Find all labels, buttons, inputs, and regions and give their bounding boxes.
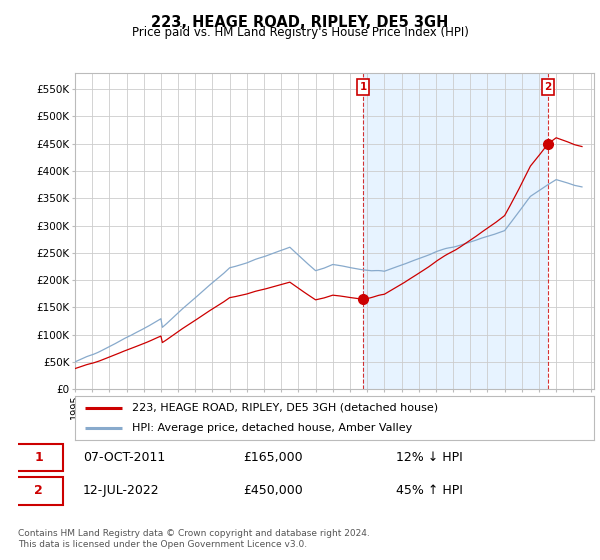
Text: 07-OCT-2011: 07-OCT-2011 bbox=[83, 451, 165, 464]
Bar bbox=[363, 73, 548, 389]
Text: 45% ↑ HPI: 45% ↑ HPI bbox=[396, 484, 463, 497]
Text: 1: 1 bbox=[34, 451, 43, 464]
Text: £165,000: £165,000 bbox=[244, 451, 303, 464]
Text: 2: 2 bbox=[34, 484, 43, 497]
Text: 12-JUL-2022: 12-JUL-2022 bbox=[83, 484, 160, 497]
Text: Price paid vs. HM Land Registry's House Price Index (HPI): Price paid vs. HM Land Registry's House … bbox=[131, 26, 469, 39]
Text: Contains HM Land Registry data © Crown copyright and database right 2024.
This d: Contains HM Land Registry data © Crown c… bbox=[18, 529, 370, 549]
Text: £450,000: £450,000 bbox=[244, 484, 304, 497]
FancyBboxPatch shape bbox=[15, 477, 63, 505]
Text: 223, HEAGE ROAD, RIPLEY, DE5 3GH (detached house): 223, HEAGE ROAD, RIPLEY, DE5 3GH (detach… bbox=[132, 403, 438, 413]
Text: 223, HEAGE ROAD, RIPLEY, DE5 3GH: 223, HEAGE ROAD, RIPLEY, DE5 3GH bbox=[151, 15, 449, 30]
Text: 1: 1 bbox=[359, 82, 367, 92]
FancyBboxPatch shape bbox=[15, 444, 63, 471]
Text: HPI: Average price, detached house, Amber Valley: HPI: Average price, detached house, Ambe… bbox=[132, 423, 412, 433]
Text: 2: 2 bbox=[544, 82, 552, 92]
Text: 12% ↓ HPI: 12% ↓ HPI bbox=[396, 451, 463, 464]
